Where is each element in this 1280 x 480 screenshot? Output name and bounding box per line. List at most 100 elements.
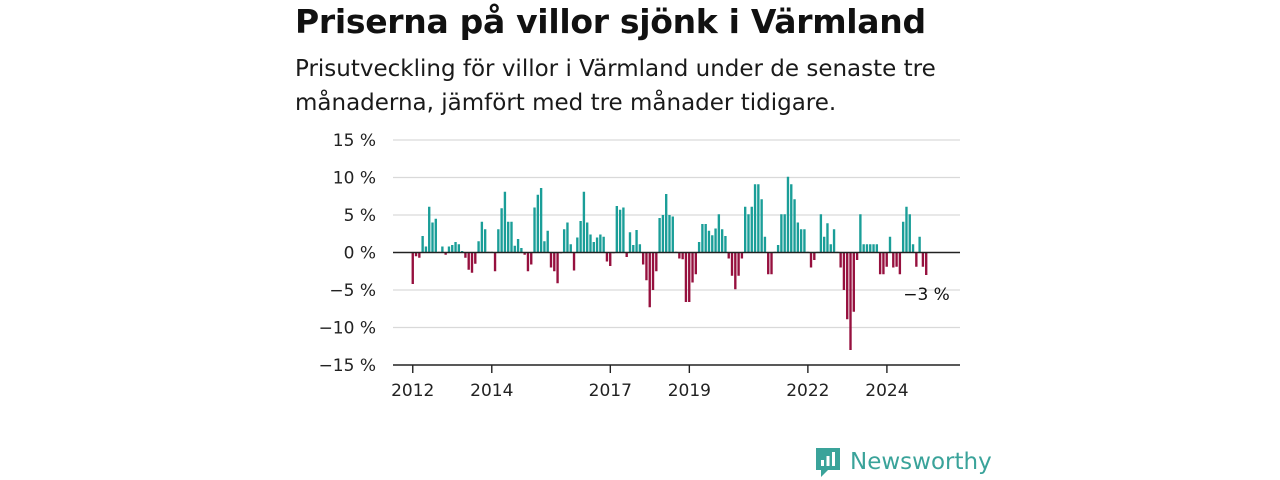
bar <box>803 229 806 253</box>
bar <box>651 252 655 290</box>
bar <box>622 207 625 253</box>
bar <box>783 214 786 253</box>
bar <box>730 252 734 276</box>
y-tick-label: −15 % <box>319 356 376 376</box>
bar <box>658 218 661 253</box>
bar <box>691 252 694 283</box>
x-tick-label: 2012 <box>391 381 434 401</box>
bar <box>790 184 793 253</box>
bar <box>911 244 915 253</box>
bar <box>888 236 892 253</box>
bar <box>799 229 803 253</box>
bar <box>671 216 674 253</box>
bar <box>418 252 421 258</box>
bar <box>763 236 767 253</box>
bar <box>513 245 516 253</box>
bar <box>697 242 701 253</box>
bar <box>704 224 707 253</box>
bar <box>507 221 510 253</box>
bar <box>862 244 865 253</box>
bar <box>503 191 507 253</box>
y-tick-label: 10 % <box>333 169 376 189</box>
x-tick-label: 2022 <box>786 381 829 401</box>
bar <box>428 206 431 253</box>
bar <box>628 232 632 253</box>
bar <box>701 224 704 253</box>
chart-subtitle: Prisutveckling för villor i Värmland und… <box>295 56 936 116</box>
bar <box>464 252 467 258</box>
bar <box>770 252 773 275</box>
bar <box>842 252 846 290</box>
newsworthy-logo-icon <box>816 448 840 477</box>
bar <box>846 252 849 320</box>
bar <box>539 188 543 253</box>
bar <box>915 252 918 267</box>
y-axis-ticks: 15 % 10 % 5 % 0 % −5 % −10 % −15 % <box>319 131 376 376</box>
bar <box>546 230 549 253</box>
bar <box>454 242 457 253</box>
bar <box>582 191 586 253</box>
bar <box>665 194 668 253</box>
bar <box>681 252 684 260</box>
bar <box>618 209 622 253</box>
bar <box>592 242 595 253</box>
newsworthy-brand[interactable]: Newsworthy <box>814 446 992 478</box>
bar <box>589 234 592 253</box>
bar <box>918 236 921 253</box>
bar <box>908 214 911 253</box>
y-tick-label: 15 % <box>333 131 376 151</box>
bar <box>832 229 836 253</box>
bar <box>892 252 895 268</box>
bar <box>865 244 869 253</box>
y-tick-label: −10 % <box>319 319 376 339</box>
bar <box>632 245 635 253</box>
bar <box>855 252 859 260</box>
bar <box>424 246 428 253</box>
bar <box>480 221 484 253</box>
bar <box>566 222 569 253</box>
bar <box>852 252 855 312</box>
bar <box>421 236 424 253</box>
bar <box>885 252 888 267</box>
bar <box>822 236 826 253</box>
bar <box>602 236 605 253</box>
bar <box>497 229 500 253</box>
bar <box>921 252 925 267</box>
bar <box>467 252 470 270</box>
bar <box>688 252 691 302</box>
bar <box>655 252 658 272</box>
bar <box>510 221 513 253</box>
bar <box>536 194 540 253</box>
bar <box>875 244 879 253</box>
bar <box>605 252 609 262</box>
bar <box>829 244 832 253</box>
bar <box>543 241 546 253</box>
bar <box>483 229 487 253</box>
bar <box>882 252 885 275</box>
bar <box>470 252 474 273</box>
brand-name: Newsworthy <box>850 449 992 475</box>
bar <box>562 229 566 253</box>
bar <box>569 244 572 253</box>
bar <box>753 184 757 253</box>
bar <box>793 199 796 253</box>
bar <box>579 221 582 253</box>
bar <box>414 252 418 257</box>
bar <box>572 252 576 271</box>
bar <box>839 252 842 268</box>
bar <box>905 206 908 253</box>
bar <box>447 246 451 253</box>
bar <box>849 252 852 350</box>
bar <box>747 214 750 253</box>
bar <box>796 222 800 253</box>
bar <box>661 215 665 253</box>
bar <box>714 228 717 253</box>
bar <box>635 230 638 253</box>
y-tick-label: −5 % <box>329 281 376 301</box>
bar <box>500 208 503 253</box>
bar <box>707 230 711 253</box>
bar <box>767 252 770 275</box>
bar <box>720 229 724 253</box>
bar <box>750 206 753 253</box>
bar <box>895 252 898 267</box>
